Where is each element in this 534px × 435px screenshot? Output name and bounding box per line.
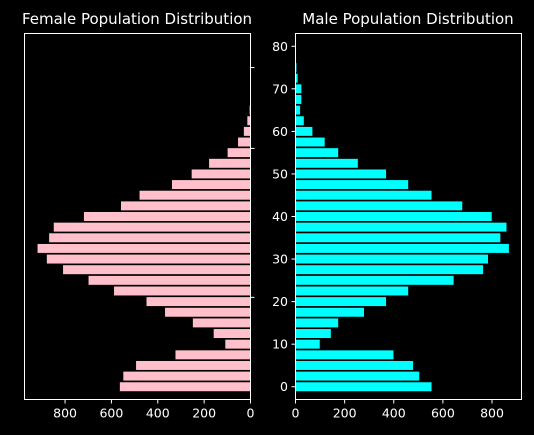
- female-bar: [135, 360, 251, 371]
- female-bar: [36, 243, 251, 254]
- male-x-tick-label: 0: [292, 406, 300, 421]
- male-chart-title: Male Population Distribution: [302, 10, 513, 28]
- female-bar: [224, 339, 251, 350]
- male-bar: [295, 253, 489, 265]
- female-bar: [62, 264, 251, 275]
- female-bar: [174, 349, 251, 360]
- female-bar: [243, 126, 251, 137]
- female-bars: [36, 73, 251, 392]
- male-x-tick-label: 400: [382, 406, 406, 421]
- female-x-tick-label: 600: [99, 406, 123, 421]
- male-bar: [295, 83, 302, 94]
- female-x-tick-label: 800: [53, 406, 77, 421]
- female-bar: [246, 115, 251, 126]
- male-y-tick-label: 60: [272, 124, 288, 139]
- female-bar: [122, 371, 251, 382]
- male-bar: [295, 115, 305, 126]
- female-bar: [213, 328, 251, 339]
- female-chart-title: Female Population Distribution: [22, 10, 252, 28]
- male-y-tick-label: 30: [272, 252, 288, 267]
- male-y-tick-label: 50: [272, 166, 288, 181]
- male-bar: [295, 222, 508, 233]
- female-bar: [145, 296, 251, 307]
- male-bar: [295, 105, 301, 116]
- male-panel: Male Population Distribution 0 200 400 600 8…: [272, 10, 522, 421]
- male-bar: [295, 232, 501, 243]
- male-plot-frame: [295, 33, 522, 400]
- male-y-tick-label: 40: [272, 209, 288, 224]
- male-bar: [295, 371, 420, 382]
- male-bar: [295, 264, 484, 275]
- female-bar: [48, 232, 251, 243]
- male-bar: [295, 190, 433, 201]
- male-bar: [295, 158, 359, 169]
- female-bar: [237, 136, 251, 148]
- male-bar: [295, 200, 463, 211]
- male-bar: [295, 211, 493, 222]
- female-bar: [192, 317, 251, 328]
- female-bar: [113, 285, 251, 297]
- male-x-tick-label: 200: [333, 406, 357, 421]
- male-bar: [295, 317, 339, 328]
- female-bar: [164, 307, 251, 318]
- male-bar: [295, 339, 321, 350]
- female-x-axis: 800 600 400 200 0: [53, 399, 255, 421]
- male-bar: [295, 126, 313, 137]
- male-bar: [295, 275, 455, 286]
- male-x-tick-label: 600: [431, 406, 455, 421]
- male-bar: [295, 147, 339, 158]
- female-bar: [53, 222, 251, 233]
- female-x-tick-label: 200: [192, 406, 216, 421]
- male-x-axis: 0 200 400 600 800: [292, 399, 504, 421]
- female-panel: Female Population Distribution 800 600 400…: [22, 10, 255, 421]
- female-bar: [120, 200, 251, 211]
- male-bars: [295, 41, 510, 392]
- female-bar: [119, 381, 251, 392]
- male-y-tick-label: 80: [272, 39, 288, 54]
- female-bar: [191, 168, 251, 180]
- male-y-tick-label: 20: [272, 294, 288, 309]
- female-bar: [87, 275, 251, 286]
- female-x-tick-label: 0: [247, 406, 255, 421]
- male-x-tick-label: 800: [480, 406, 504, 421]
- male-bar: [295, 243, 510, 254]
- male-bar: [295, 360, 414, 371]
- male-y-tick-label: 10: [272, 337, 288, 352]
- female-x-tick-label: 400: [146, 406, 170, 421]
- female-plot-frame: [24, 33, 251, 400]
- female-bar: [46, 253, 251, 265]
- male-y-tick-label: 0: [280, 379, 288, 394]
- male-bar: [295, 136, 326, 148]
- female-bar: [138, 190, 251, 201]
- male-bar: [295, 179, 409, 190]
- female-bar: [227, 147, 251, 158]
- male-bar: [295, 94, 302, 105]
- male-bar: [295, 307, 365, 318]
- male-y-tick-label: 70: [272, 81, 288, 96]
- male-bar: [295, 328, 332, 339]
- male-bar: [295, 349, 395, 360]
- female-bar: [171, 179, 251, 190]
- male-bar: [295, 381, 433, 392]
- male-y-axis: 0 10 20 30 40 50 60 70 80: [272, 39, 296, 394]
- female-y-axis: [250, 67, 255, 298]
- female-bar: [208, 158, 251, 169]
- male-bar: [295, 168, 387, 180]
- male-bar: [295, 296, 387, 307]
- male-bar: [295, 285, 409, 297]
- female-bar: [83, 211, 251, 222]
